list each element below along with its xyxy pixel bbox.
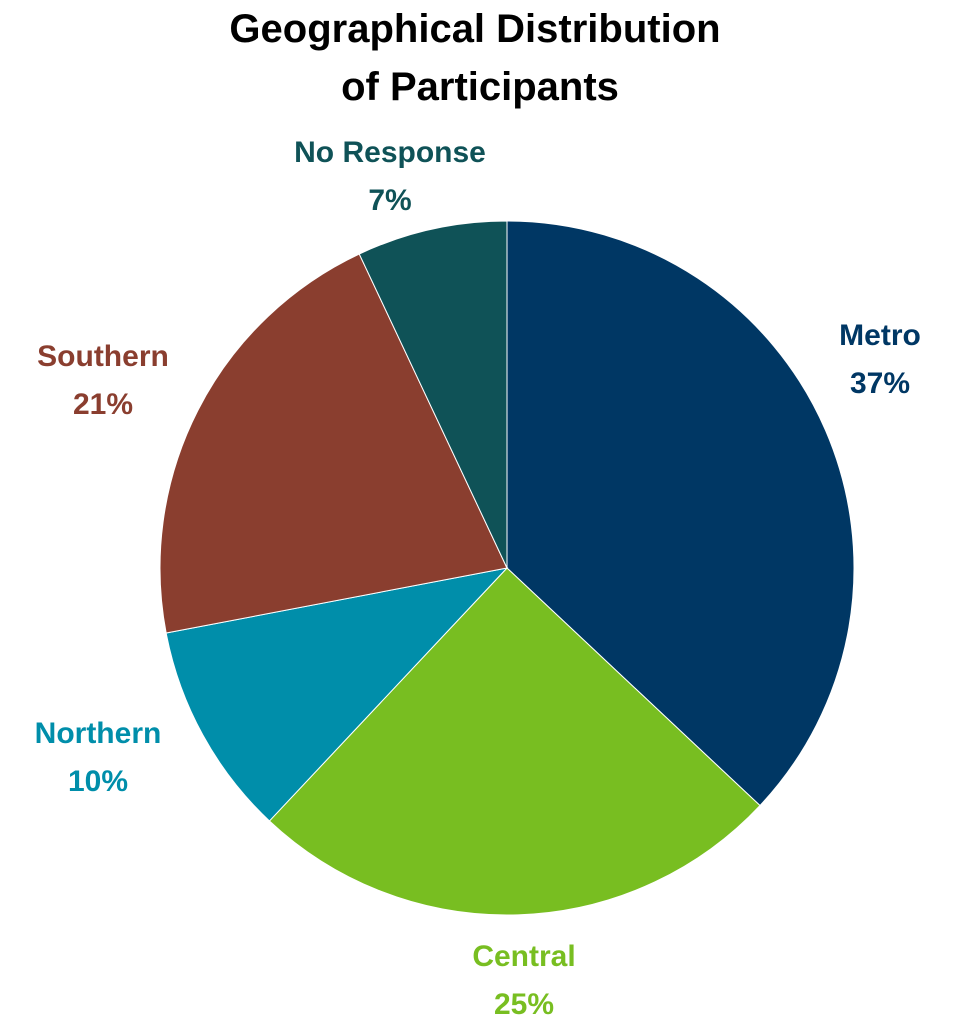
pie-slice-metro <box>506 220 855 807</box>
slice-percent-metro: 37% <box>850 367 910 400</box>
pie-labels: Metro 37% Central 25% Northern 10% Southern 21%… <box>35 136 921 1021</box>
chart-title-line-2: of Participants <box>341 65 619 109</box>
slice-label-no-response: No Response <box>294 136 486 169</box>
slice-label-southern: Southern <box>37 340 169 373</box>
slice-label-central: Central <box>472 940 575 973</box>
pie-slice-no-response <box>358 220 508 569</box>
pie-slice-northern <box>165 567 509 822</box>
slice-percent-southern: 21% <box>73 388 133 421</box>
slice-label-metro: Metro <box>839 319 921 352</box>
pie-slices <box>159 220 855 916</box>
pie-slice-southern <box>159 253 508 634</box>
slice-label-northern: Northern <box>35 717 162 750</box>
pie-slice-central <box>268 567 761 916</box>
slice-percent-no-response: 7% <box>368 184 411 217</box>
slice-percent-northern: 10% <box>68 765 128 798</box>
slice-percent-central: 25% <box>494 988 554 1021</box>
chart-title-line-1: Geographical Distribution <box>229 7 720 51</box>
